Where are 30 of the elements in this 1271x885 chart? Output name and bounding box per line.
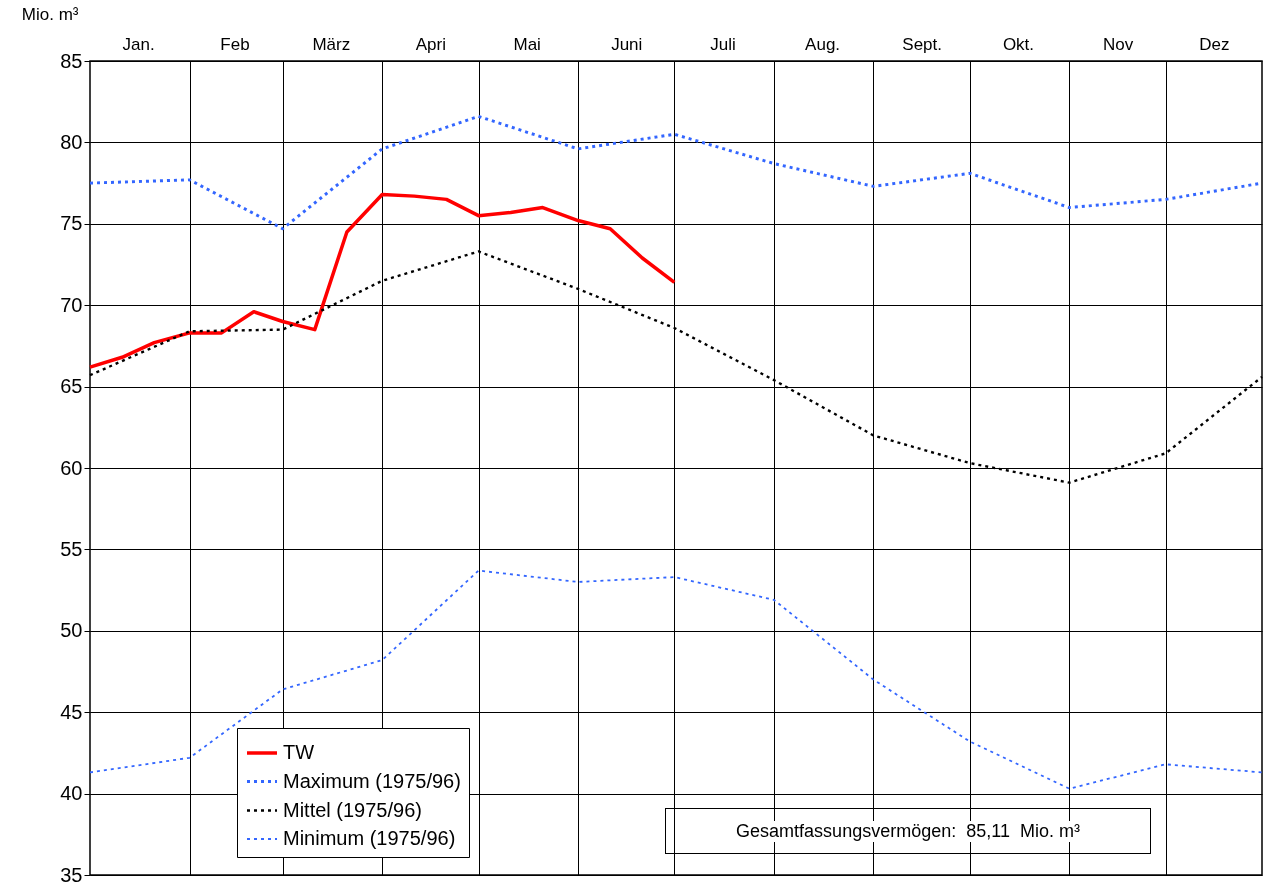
legend-label: TW	[283, 741, 315, 763]
x-tick-label: Okt.	[1002, 34, 1035, 54]
y-tick-label: 40	[60, 782, 83, 805]
x-tick-label: Juni	[611, 34, 643, 54]
x-tick-label: Feb	[220, 34, 250, 54]
annotation: Gesamtfassungsvermögen: 85,11 Mio. m³	[736, 820, 1080, 842]
legend-label: Minimum (1975/96)	[283, 827, 456, 849]
x-tick-label: Apri	[415, 34, 446, 54]
x-tick-label: Aug.	[805, 34, 841, 54]
y-tick-label: 55	[60, 537, 83, 560]
y-tick-label: 80	[60, 130, 83, 153]
x-tick-label: März	[312, 34, 351, 54]
legend-label: Mittel (1975/96)	[283, 798, 422, 821]
y-tick-label: 70	[60, 293, 83, 316]
x-tick-label: Nov	[1102, 34, 1134, 54]
y-tick-label: 45	[60, 700, 83, 723]
y-tick-label: 35	[60, 863, 83, 885]
y-tick-label: 60	[60, 456, 83, 479]
line-series	[88, 192, 677, 369]
y-tick-label: 75	[60, 212, 83, 235]
x-tick-label: Jan.	[122, 34, 155, 54]
y-tick-label: 50	[60, 619, 83, 642]
y-axis-title: Mio. m³	[21, 4, 79, 24]
x-tick-label: Juli	[710, 34, 736, 54]
y-tick-label: 65	[60, 375, 83, 398]
x-tick-label: Mai	[513, 34, 541, 54]
x-tick-label: Dez	[1199, 34, 1230, 54]
legend-label: Maximum (1975/96)	[283, 769, 461, 792]
y-tick-label: 85	[60, 49, 83, 72]
x-tick-label: Sept.	[902, 34, 942, 54]
